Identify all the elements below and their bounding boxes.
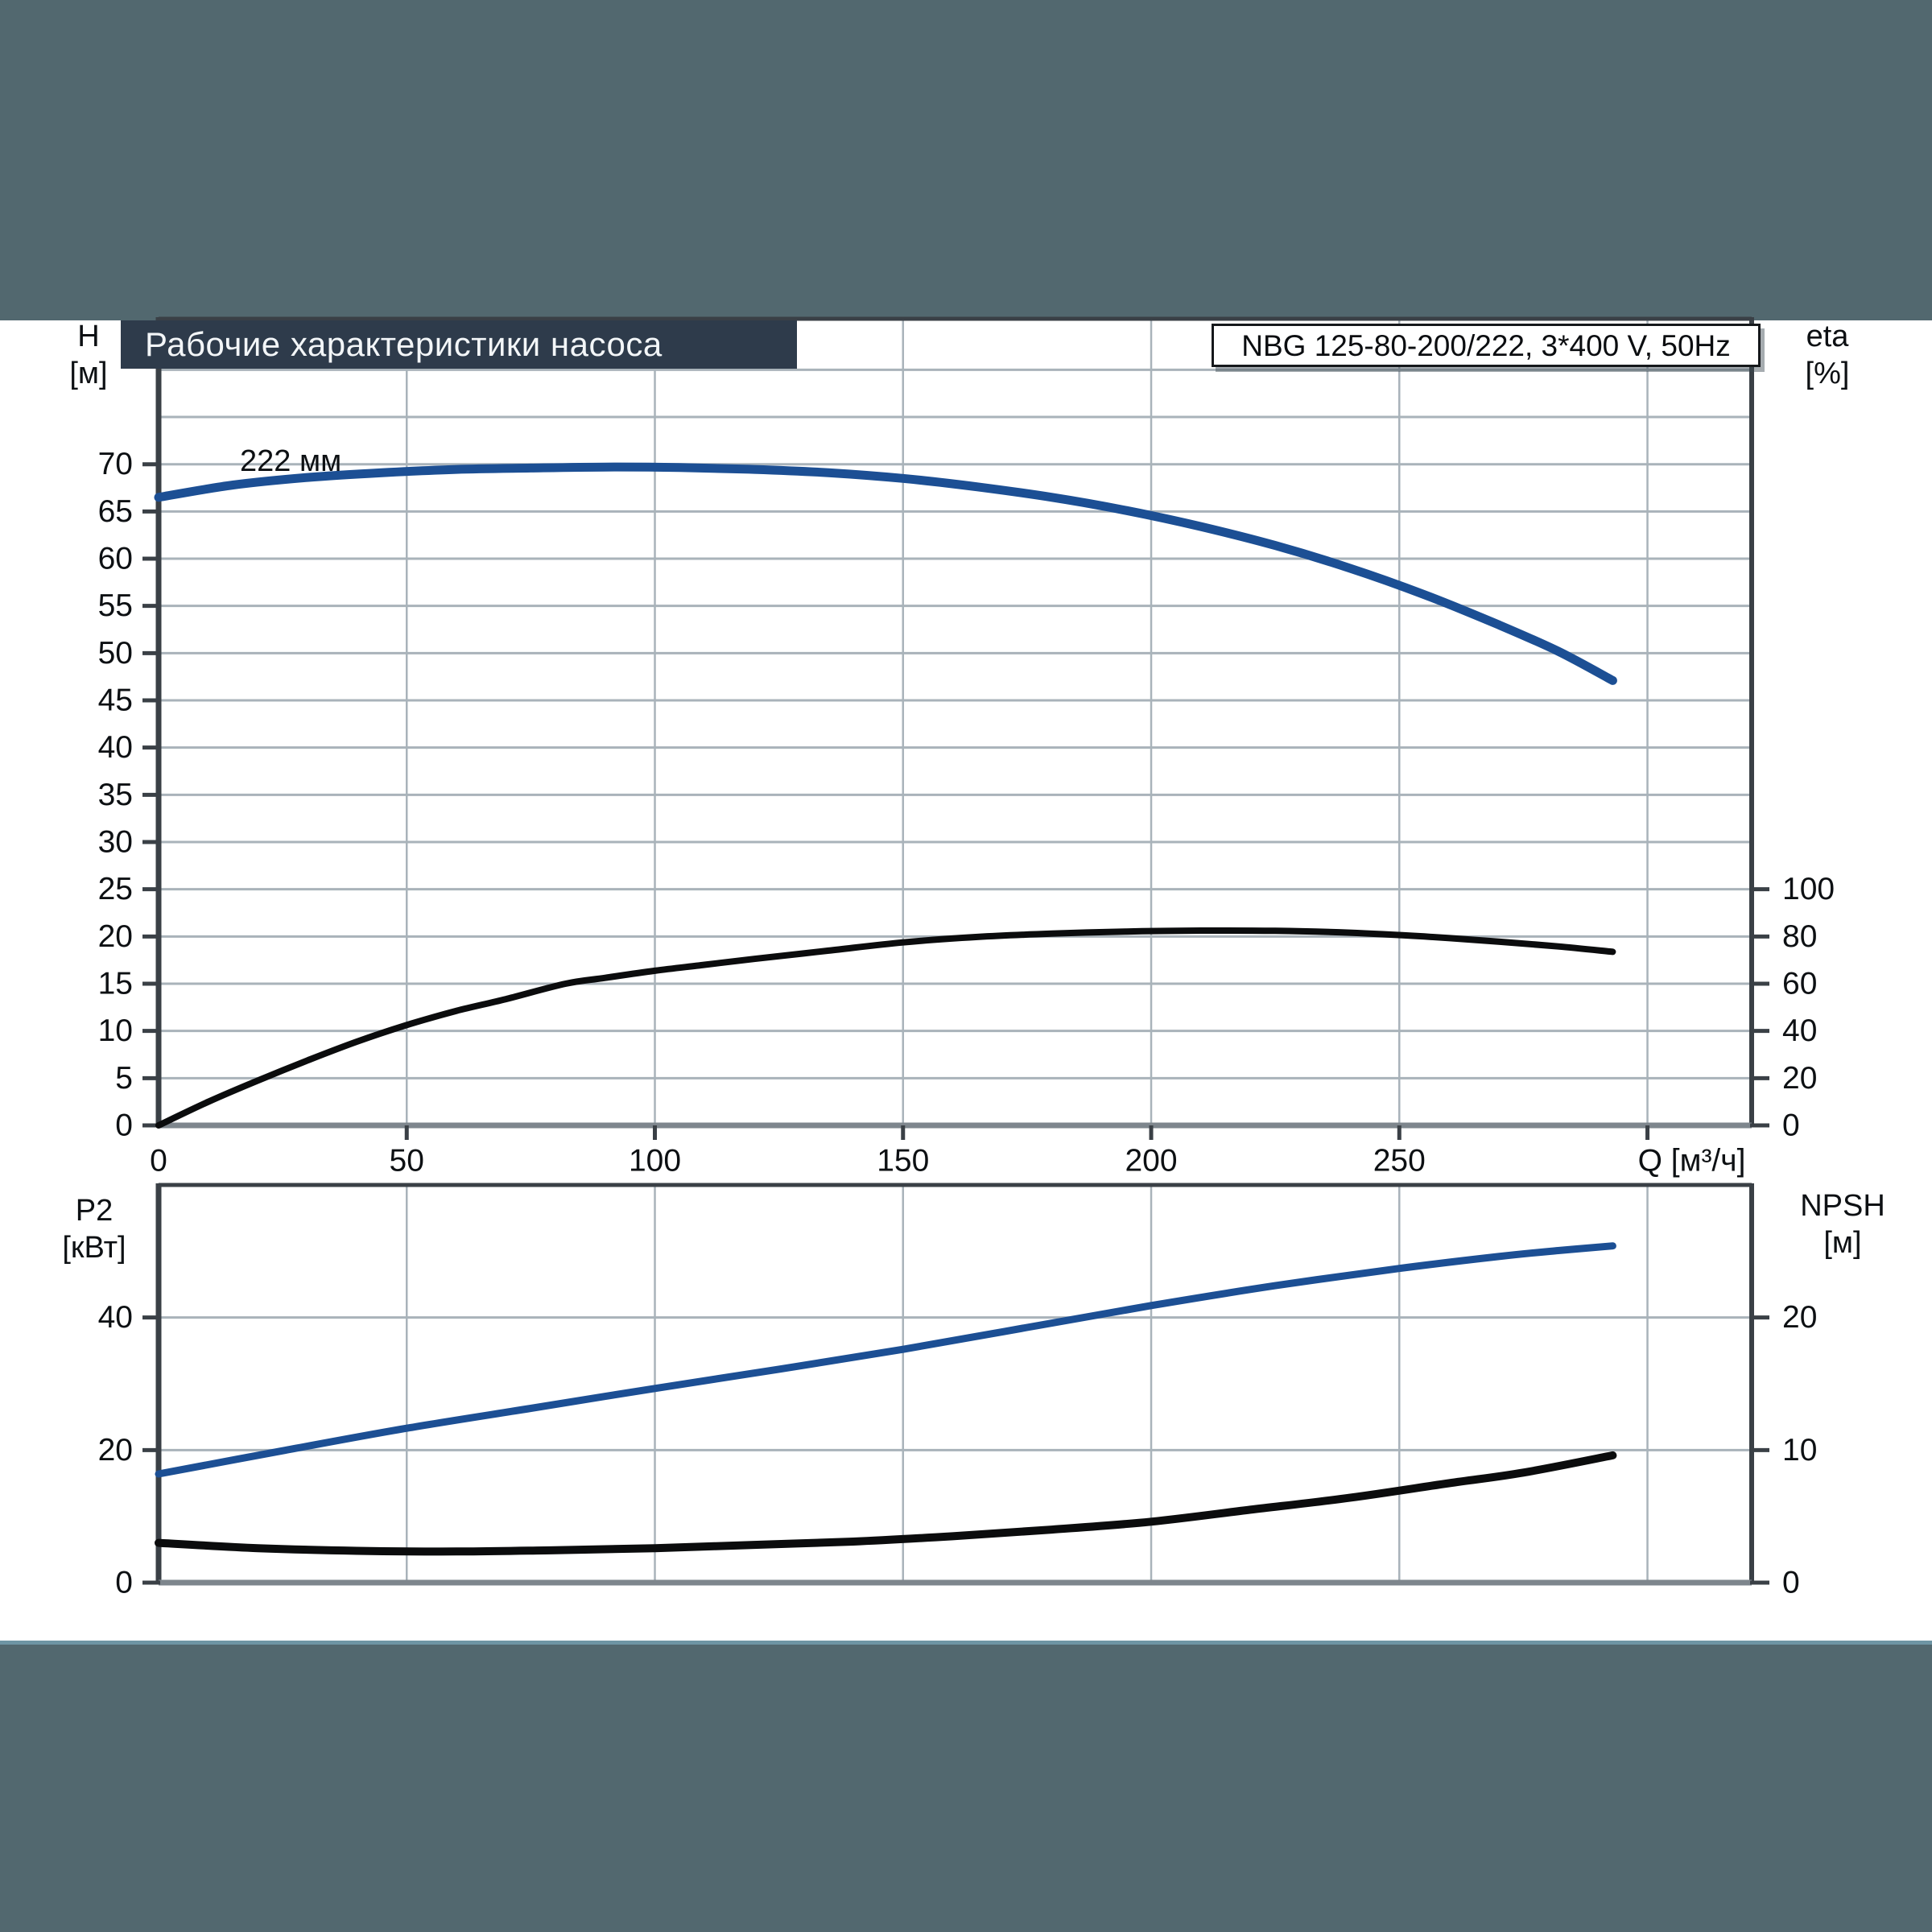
- svg-text:20: 20: [98, 1433, 133, 1468]
- svg-text:35: 35: [98, 778, 133, 812]
- svg-text:250: 250: [1373, 1144, 1426, 1179]
- svg-text:40: 40: [98, 1300, 133, 1335]
- svg-text:40: 40: [1782, 1013, 1817, 1048]
- svg-text:150: 150: [877, 1144, 929, 1179]
- npsh-axis-label: NPSH: [1800, 1189, 1885, 1223]
- chart-title: Рабочие характеристики насоса: [121, 320, 797, 369]
- svg-text:55: 55: [98, 588, 133, 623]
- svg-text:Q [м³/ч]: Q [м³/ч]: [1638, 1144, 1746, 1179]
- efficiency-axis-label: eta: [1806, 320, 1849, 353]
- chart-paper: [0, 320, 1932, 1641]
- svg-text:10: 10: [1782, 1433, 1817, 1468]
- pump-model-box: NBG 125-80-200/222, 3*400 V, 50Hz: [1212, 324, 1761, 367]
- svg-text:0: 0: [115, 1566, 133, 1600]
- svg-text:0: 0: [1782, 1566, 1800, 1600]
- svg-text:25: 25: [98, 872, 133, 906]
- svg-text:40: 40: [98, 730, 133, 765]
- pump-model-text: NBG 125-80-200/222, 3*400 V, 50Hz: [1241, 329, 1731, 362]
- svg-text:50: 50: [390, 1144, 424, 1179]
- svg-text:5: 5: [115, 1061, 133, 1096]
- svg-text:200: 200: [1125, 1144, 1177, 1179]
- efficiency-axis-unit: [%]: [1805, 357, 1850, 390]
- paper-bottom-rule: [0, 1641, 1932, 1645]
- impeller-diameter-label: 222 мм: [240, 444, 342, 478]
- svg-text:20: 20: [1782, 1061, 1817, 1096]
- svg-text:20: 20: [1782, 1300, 1817, 1335]
- npsh-axis-unit: [м]: [1823, 1226, 1862, 1260]
- svg-text:10: 10: [98, 1013, 133, 1048]
- power-axis-unit: [кВт]: [62, 1231, 126, 1265]
- svg-text:30: 30: [98, 825, 133, 860]
- svg-text:60: 60: [1782, 967, 1817, 1001]
- svg-text:50: 50: [98, 636, 133, 671]
- svg-text:45: 45: [98, 683, 133, 718]
- svg-text:100: 100: [629, 1144, 681, 1179]
- svg-text:80: 80: [1782, 919, 1817, 954]
- svg-text:15: 15: [98, 967, 133, 1001]
- svg-text:65: 65: [98, 494, 133, 529]
- head-axis-unit: [м]: [69, 357, 108, 390]
- svg-text:60: 60: [98, 542, 133, 576]
- power-axis-label: P2: [75, 1194, 114, 1228]
- svg-text:0: 0: [115, 1108, 133, 1143]
- svg-text:0: 0: [1782, 1108, 1800, 1143]
- svg-text:70: 70: [98, 447, 133, 481]
- svg-text:20: 20: [98, 919, 133, 954]
- svg-text:0: 0: [150, 1144, 167, 1179]
- chart-title-text: Рабочие характеристики насоса: [145, 325, 663, 363]
- svg-text:100: 100: [1782, 872, 1835, 906]
- head-axis-label: H: [77, 320, 100, 353]
